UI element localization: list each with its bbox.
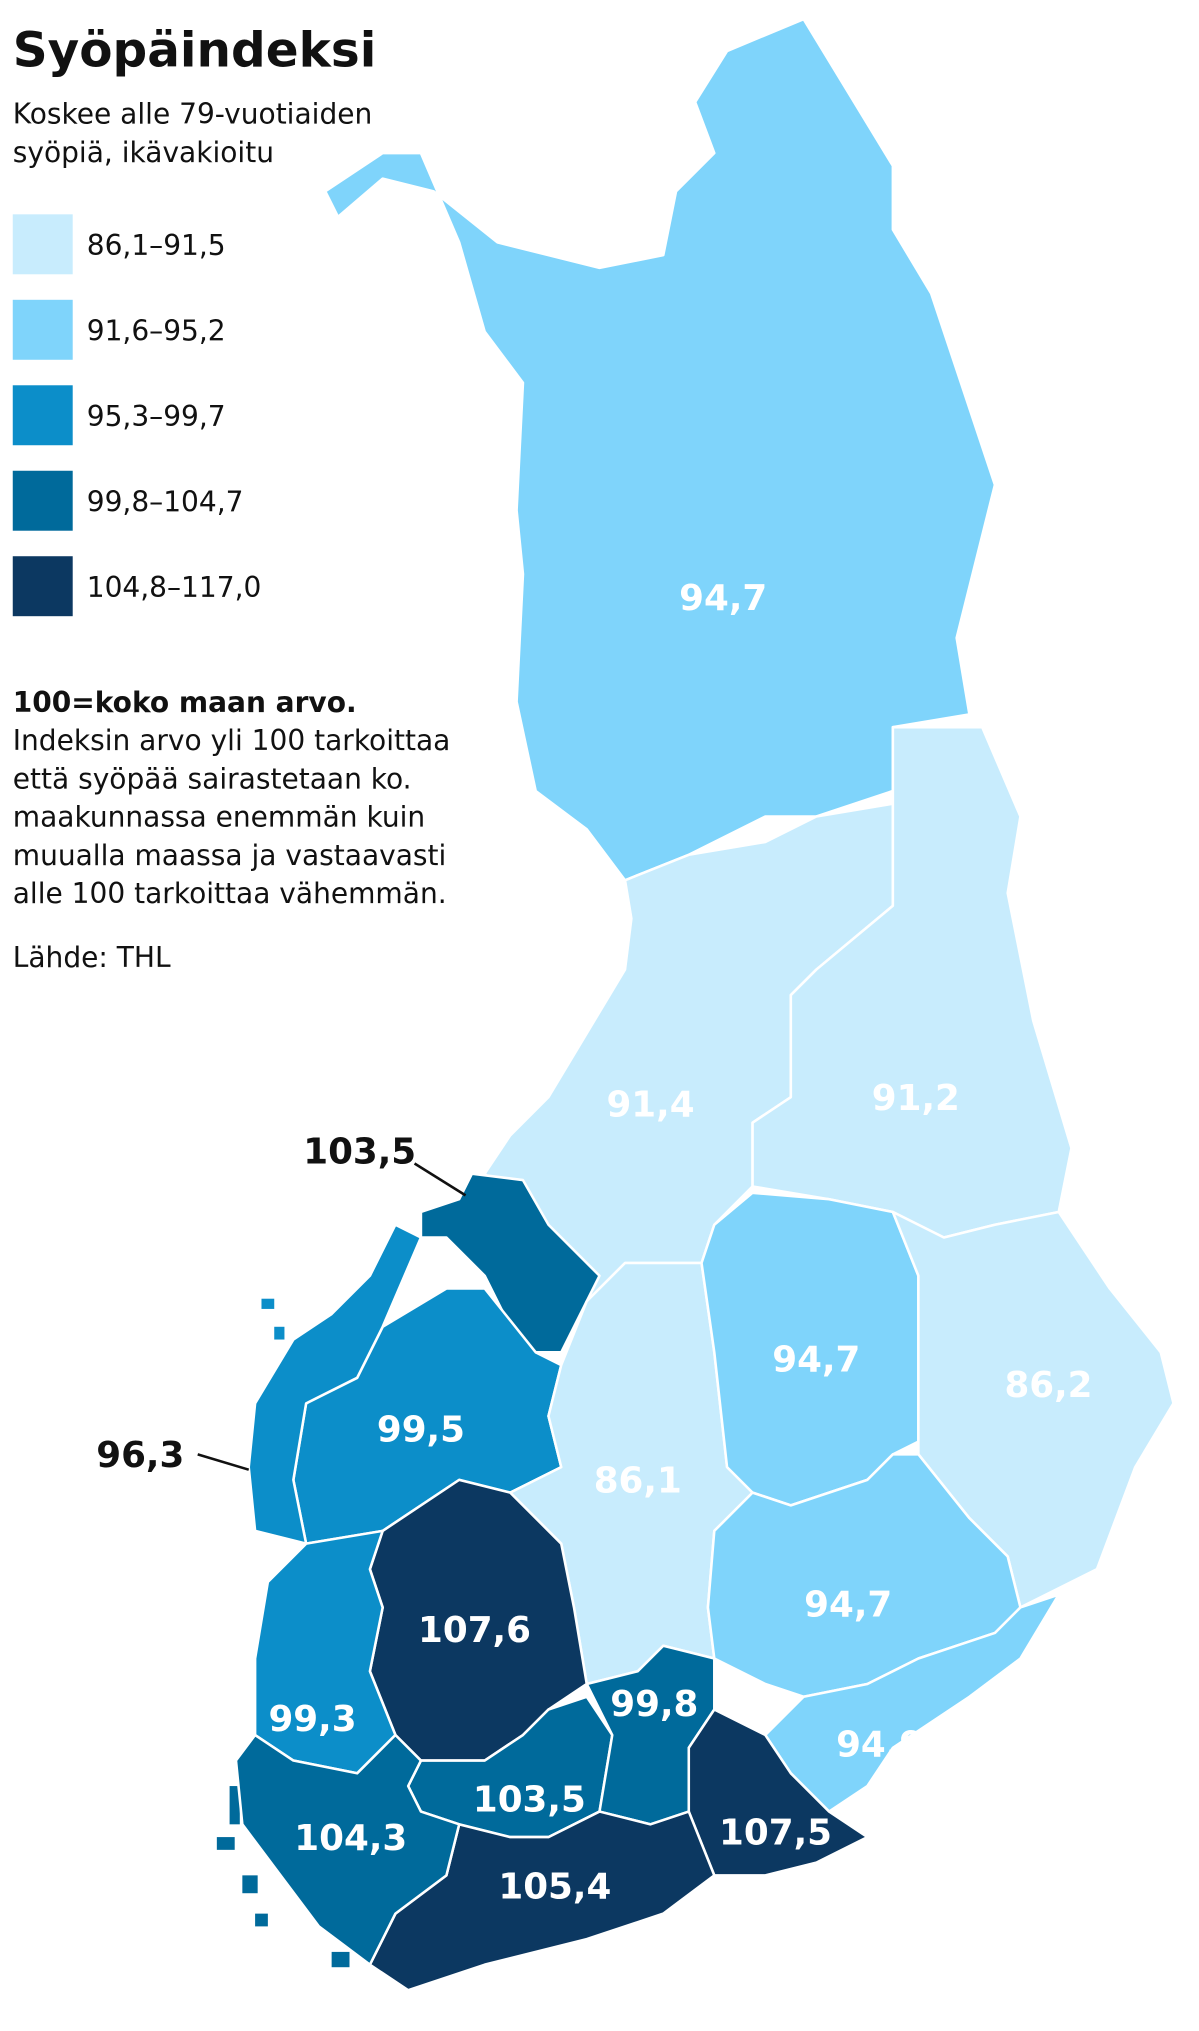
island bbox=[242, 1875, 258, 1894]
legend-swatch bbox=[12, 299, 73, 360]
region-value-label: 91,4 bbox=[606, 1084, 694, 1125]
source: Lähde: THL bbox=[13, 941, 171, 974]
note-heading: 100=koko maan arvo. bbox=[13, 686, 357, 719]
region-value-label: 105,4 bbox=[498, 1866, 611, 1907]
region-value-label: 91,2 bbox=[872, 1078, 960, 1119]
island bbox=[331, 1951, 350, 1968]
region-value-label: 96,3 bbox=[96, 1435, 184, 1476]
region-value-label: 99,5 bbox=[377, 1410, 465, 1451]
region-value-label: 86,1 bbox=[594, 1461, 682, 1502]
region bbox=[234, 1733, 461, 1966]
legend-label: 104,8–117,0 bbox=[87, 571, 262, 604]
region bbox=[687, 1708, 869, 1877]
region-value-label: 99,3 bbox=[268, 1699, 356, 1740]
note-line: maakunnassa enemmän kuin bbox=[13, 801, 425, 834]
island bbox=[216, 1837, 235, 1850]
legend-label: 86,1–91,5 bbox=[87, 229, 226, 262]
region bbox=[323, 17, 997, 882]
legend-swatch bbox=[12, 556, 73, 617]
region bbox=[419, 1172, 601, 1354]
region-value-label: 103,5 bbox=[473, 1780, 586, 1821]
islands bbox=[216, 1298, 350, 1968]
note-line: Indeksin arvo yli 100 tarkoittaa bbox=[13, 724, 451, 757]
region-value-label: 94,7 bbox=[804, 1584, 892, 1625]
note-line: muualla maassa ja vastaavasti bbox=[13, 839, 447, 872]
island bbox=[255, 1913, 268, 1927]
subtitle: syöpiä, ikävakioitu bbox=[13, 136, 274, 169]
region-value-label: 107,5 bbox=[719, 1813, 832, 1854]
region-value-label: 86,2 bbox=[1004, 1365, 1092, 1406]
legend-label: 99,8–104,7 bbox=[87, 486, 244, 519]
note-line: alle 100 tarkoittaa vähemmän. bbox=[13, 877, 447, 910]
legend-swatch bbox=[12, 470, 73, 531]
note-line: että syöpää sairastetaan ko. bbox=[13, 762, 412, 795]
island bbox=[274, 1326, 285, 1340]
subtitle: Koskee alle 79-vuotiaiden bbox=[13, 98, 373, 131]
island bbox=[261, 1298, 275, 1309]
legend-swatch bbox=[12, 214, 73, 275]
region-value-label: 104,3 bbox=[294, 1818, 407, 1859]
callout-line bbox=[197, 1453, 250, 1471]
region-value-label: 107,6 bbox=[418, 1610, 531, 1651]
callout-line bbox=[413, 1162, 467, 1197]
region-value-label: 94,7 bbox=[772, 1339, 860, 1380]
region bbox=[247, 1223, 423, 1545]
region-value-label: 103,5 bbox=[303, 1131, 416, 1172]
legend-label: 91,6–95,2 bbox=[87, 315, 226, 348]
region-value-label: 94,7 bbox=[679, 578, 767, 619]
legend-label: 95,3–99,7 bbox=[87, 400, 226, 433]
region-value-label: 99,8 bbox=[610, 1684, 698, 1725]
island bbox=[229, 1786, 240, 1825]
title: Syöpäindeksi bbox=[13, 22, 377, 78]
legend-swatch bbox=[12, 385, 73, 446]
region-value-label: 94,9 bbox=[836, 1725, 924, 1766]
